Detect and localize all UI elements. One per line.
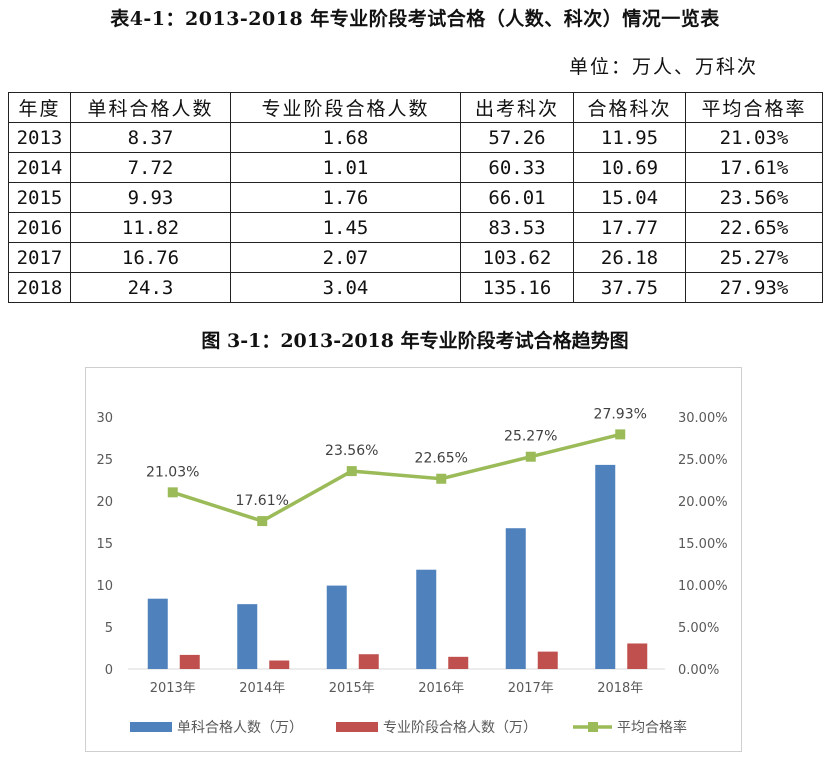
table-row: 2016 11.82 1.45 83.53 17.77 22.65%	[8, 212, 823, 243]
avg-rate-data-label: 23.56%	[325, 443, 378, 459]
cell-single-pass: 8.37	[70, 122, 231, 153]
legend-label-avg-rate: 平均合格率	[617, 719, 687, 736]
bar-single-pass	[237, 604, 258, 669]
cell-year: 2014	[8, 152, 71, 183]
bar-single-pass	[326, 585, 347, 669]
table-row: 2017 16.76 2.07 103.62 26.18 25.27%	[8, 242, 823, 273]
cell-exam-attempts: 135.16	[460, 272, 574, 303]
bar-single-pass	[147, 598, 168, 669]
chart-title: 图 3-1：2013-2018 年专业阶段考试合格趋势图	[201, 330, 629, 352]
cell-exam-attempts: 60.33	[460, 152, 574, 183]
legend-swatch-stage-pass	[336, 722, 378, 732]
cell-year: 2018	[8, 272, 71, 303]
legend-label-stage-pass: 专业阶段合格人数（万）	[383, 720, 537, 736]
bar-stage-pass	[537, 651, 558, 669]
header-exam-attempts: 出考科次	[460, 92, 574, 123]
cell-stage-pass: 1.76	[230, 182, 461, 213]
header-pass-attempts: 合格科次	[573, 92, 686, 123]
avg-rate-data-label: 17.61%	[236, 493, 289, 509]
bar-single-pass	[595, 464, 616, 669]
cell-stage-pass: 3.04	[230, 272, 461, 303]
cell-stage-pass: 1.45	[230, 212, 461, 243]
header-stage-pass: 专业阶段合格人数	[230, 92, 461, 123]
cell-exam-attempts: 66.01	[460, 182, 574, 213]
cell-exam-attempts: 103.62	[460, 242, 574, 273]
avg-rate-marker	[167, 487, 178, 498]
cell-stage-pass: 2.07	[230, 242, 461, 273]
cell-avg-rate: 27.93%	[685, 272, 823, 303]
avg-rate-data-label: 27.93%	[594, 406, 647, 422]
x-tick-label: 2016年	[418, 681, 464, 696]
bar-stage-pass	[269, 660, 290, 669]
y-right-tick-label: 15.00%	[678, 537, 728, 552]
table-header-row: 年度 单科合格人数 专业阶段合格人数 出考科次 合格科次 平均合格率	[8, 92, 823, 123]
x-tick-label: 2018年	[597, 681, 643, 696]
y-left-tick-label: 10	[96, 579, 113, 594]
y-right-tick-label: 20.00%	[678, 495, 728, 510]
legend-swatch-single-pass	[130, 722, 172, 732]
cell-exam-attempts: 83.53	[460, 212, 574, 243]
cell-pass-attempts: 37.75	[573, 272, 686, 303]
legend-label-single-pass: 单科合格人数（万）	[177, 720, 303, 736]
table-row: 2015 9.93 1.76 66.01 15.04 23.56%	[8, 182, 823, 213]
bar-stage-pass	[627, 643, 648, 669]
avg-rate-line	[172, 432, 621, 523]
legend-marker-avg-rate	[588, 722, 598, 732]
bar-single-pass	[505, 528, 526, 669]
cell-single-pass: 9.93	[70, 182, 231, 213]
avg-rate-data-label: 21.03%	[146, 464, 199, 480]
cell-avg-rate: 22.65%	[685, 212, 823, 243]
cell-year: 2015	[8, 182, 71, 213]
x-tick-label: 2017年	[508, 681, 554, 696]
chart-frame	[85, 367, 742, 752]
header-year: 年度	[8, 92, 71, 123]
pass-rate-table: 年度 单科合格人数 专业阶段合格人数 出考科次 合格科次 平均合格率 2013 8…	[8, 92, 823, 303]
cell-exam-attempts: 57.26	[460, 122, 574, 153]
avg-rate-data-label: 22.65%	[415, 451, 468, 467]
header-avg-rate: 平均合格率	[685, 92, 823, 123]
y-right-tick-label: 25.00%	[678, 453, 728, 468]
y-left-tick-label: 5	[105, 621, 113, 636]
avg-rate-data-label: 25.27%	[504, 429, 557, 445]
x-tick-label: 2015年	[329, 681, 375, 696]
cell-pass-attempts: 26.18	[573, 242, 686, 273]
bar-single-pass	[416, 569, 437, 669]
x-tick-label: 2014年	[239, 681, 285, 696]
bar-stage-pass	[358, 654, 379, 669]
avg-rate-marker	[346, 466, 357, 477]
y-right-tick-label: 0.00%	[678, 663, 719, 678]
table-row: 2018 24.3 3.04 135.16 37.75 27.93%	[8, 272, 823, 303]
cell-year: 2013	[8, 122, 71, 153]
avg-rate-marker	[257, 516, 268, 527]
avg-rate-marker	[615, 429, 626, 440]
cell-pass-attempts: 15.04	[573, 182, 686, 213]
y-left-tick-label: 15	[96, 537, 113, 552]
table-row: 2014 7.72 1.01 60.33 10.69 17.61%	[8, 152, 823, 183]
x-tick-label: 2013年	[150, 681, 196, 696]
cell-pass-attempts: 17.77	[573, 212, 686, 243]
table-title: 表4-1：2013-2018 年专业阶段考试合格（人数、科次）情况一览表	[110, 8, 720, 30]
cell-single-pass: 7.72	[70, 152, 231, 183]
y-left-tick-label: 25	[96, 453, 113, 468]
cell-avg-rate: 17.61%	[685, 152, 823, 183]
bar-stage-pass	[179, 654, 200, 669]
y-left-tick-label: 0	[105, 663, 113, 678]
y-right-tick-label: 30.00%	[678, 411, 728, 426]
y-right-tick-label: 10.00%	[678, 579, 728, 594]
bar-stage-pass	[448, 656, 469, 669]
y-left-tick-label: 20	[96, 495, 113, 510]
unit-note: 单位：万人、万科次	[568, 56, 758, 78]
avg-rate-marker	[436, 473, 447, 484]
y-left-tick-label: 30	[96, 411, 113, 426]
y-right-tick-label: 5.00%	[678, 621, 719, 636]
avg-rate-marker	[525, 451, 536, 462]
